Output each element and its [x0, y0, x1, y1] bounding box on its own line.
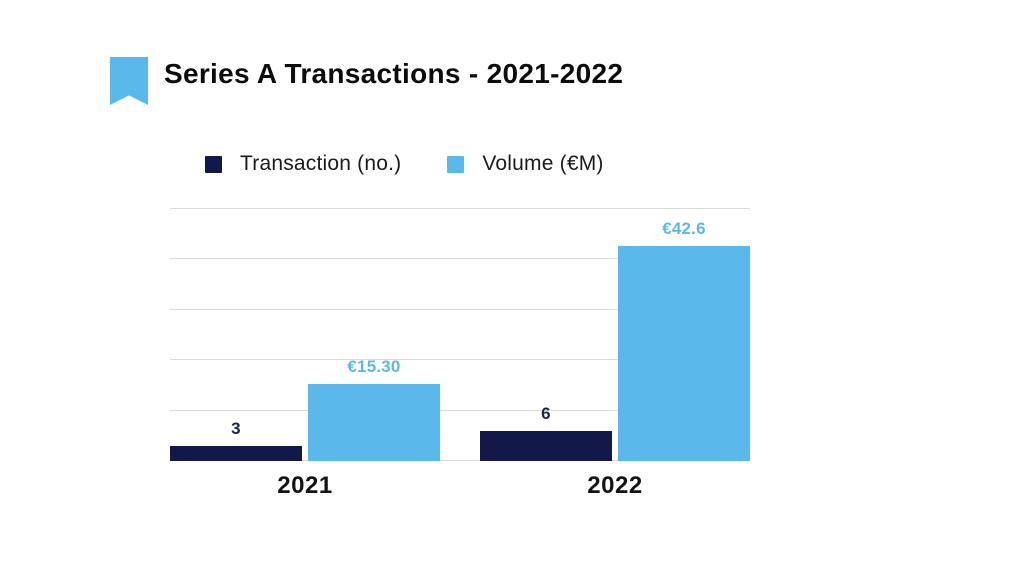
- bookmark-icon: [110, 57, 148, 105]
- bar-value-label-2022-1: €42.6: [662, 219, 706, 239]
- plot-area: 3 €15.30 6 €42.6: [170, 208, 750, 461]
- x-axis-label-2021: 2021: [277, 472, 333, 499]
- legend: Transaction (no.) Volume (€M): [205, 152, 604, 176]
- legend-label: Transaction (no.): [240, 152, 402, 175]
- bar-value-label-2021-0: 3: [231, 418, 241, 438]
- legend-swatch-icon: [447, 155, 465, 173]
- bar-value-label-2022-0: 6: [541, 403, 551, 423]
- bar-volume-m-2022: [618, 246, 750, 461]
- gridline-20: [170, 359, 750, 361]
- bar-transaction-no-2022: [480, 430, 612, 461]
- chart-header: Series A Transactions - 2021-2022: [0, 0, 1024, 120]
- x-axis: 2021 2022: [170, 472, 750, 504]
- legend-item-0: Transaction (no.): [205, 152, 401, 176]
- x-axis-label-2022: 2022: [587, 472, 643, 499]
- bar-value-label-2021-1: €15.30: [347, 356, 401, 376]
- legend-label: Volume (€M): [482, 152, 604, 175]
- legend-item-1: Volume (€M): [447, 152, 603, 176]
- gridline-0: [170, 460, 750, 461]
- gridline-30: [170, 308, 750, 310]
- legend-swatch-icon: [205, 155, 222, 173]
- bar-transaction-no-2021: [170, 445, 302, 461]
- gridline-40: [170, 258, 750, 260]
- chart-title: Series A Transactions - 2021-2022: [164, 58, 624, 89]
- gridline-50: [170, 208, 750, 209]
- bar-volume-m-2021: [308, 383, 440, 461]
- gridline-10: [170, 409, 750, 411]
